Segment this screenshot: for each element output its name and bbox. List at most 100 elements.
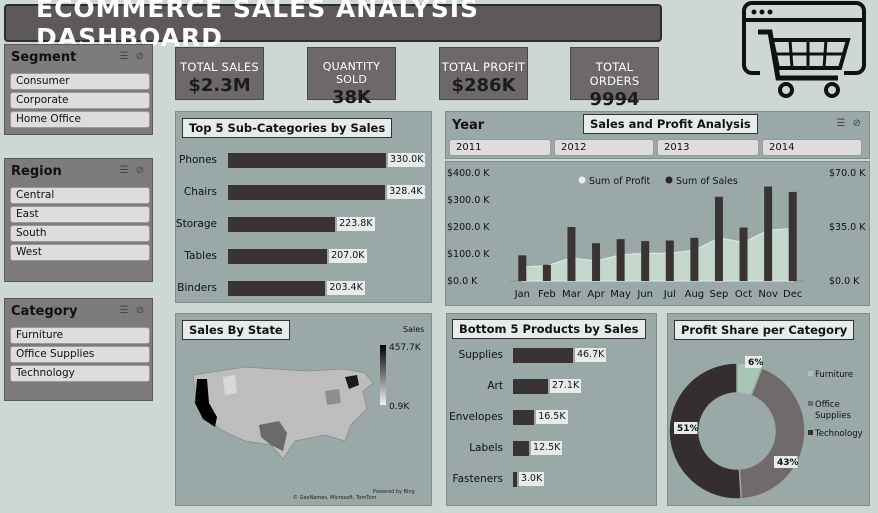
bar-data-label: 207.0K [329,249,367,263]
filter-clear-icon[interactable]: ☰ ⊘ [836,118,863,129]
chart-title: Bottom 5 Products by Sales [452,319,646,339]
region-item-east[interactable]: East [10,206,150,223]
region-slicer-label: Region [11,164,62,179]
sales-bar[interactable] [592,243,601,281]
x-tick-label: Mar [562,289,582,300]
bar[interactable] [513,472,517,487]
year-slicer-label: Year [452,118,485,133]
category-item-furniture[interactable]: Furniture [10,327,150,344]
segment-slicer-label: Segment [11,50,77,65]
profit-area[interactable] [521,228,794,282]
kpi-value: 9994 [589,89,640,110]
x-tick-label: Sep [710,289,729,300]
sales-bar[interactable] [616,239,625,281]
year-item-2011[interactable]: 2011 [449,139,551,156]
category-slicer-label: Category [11,304,78,319]
kpi-value: $286K [451,75,516,96]
y-right-tick-label: $35.0 K [829,222,866,233]
year-item-2014[interactable]: 2014 [762,139,862,156]
bar[interactable] [513,441,530,456]
map-title: Sales By State [182,320,290,340]
slice-label-bg [745,356,762,368]
bar[interactable] [513,410,535,425]
sales-bar[interactable] [665,240,674,282]
kpi-quantity-sold: QUANTITY SOLD 38K [307,47,396,108]
top-subcategories-chart: Top 5 Sub-Categories by Sales [175,111,432,303]
map-state-california [195,379,217,427]
filter-clear-icon[interactable]: ☰ ⊘ [119,51,146,62]
bar[interactable] [228,185,386,200]
legend-marker [808,430,813,435]
category-slicer: Category ☰ ⊘ Furniture Office Supplies T… [4,298,153,401]
bar-category-label: Chairs [183,186,217,198]
bar-category-label: Art [487,380,503,392]
y-right-tick-label: $0.0 K [829,276,860,287]
kpi-label: QUANTITY SOLD [322,60,381,86]
segment-item-home-office[interactable]: Home Office [10,111,150,128]
bar-category-label: Phones [179,154,217,166]
y-left-tick-label: $300.0 K [447,195,490,206]
sales-bar[interactable] [788,191,797,281]
filter-clear-icon[interactable]: ☰ ⊘ [119,305,146,316]
year-item-2012[interactable]: 2012 [554,139,654,156]
bar-data-label: 203.4K [327,281,365,295]
bar-data-label: 330.0K [388,153,426,167]
us-map: Sales 457.7K 0.9K Powered by Bing © GeoN… [192,325,424,501]
region-item-west[interactable]: West [10,244,150,261]
bar-category-label: Fasteners [452,473,503,485]
slice-data-label: 43% [777,458,799,468]
bar[interactable] [228,153,386,168]
x-tick-label: Apr [587,289,605,300]
segment-item-consumer[interactable]: Consumer [10,73,150,90]
legend-sales-label: Sum of Sales [676,176,738,187]
legend-label: Technology [814,429,863,439]
map-legend-title: Sales [403,325,424,334]
legend-label: Supplies [815,411,852,421]
bar-data-label: 223.8K [337,217,375,231]
y-left-tick-label: $0.0 K [447,276,478,287]
bar[interactable] [228,249,328,264]
bar-data-label: 3.0K [518,472,545,486]
bar-category-label: Binders [177,282,217,294]
sales-bar[interactable] [542,264,551,281]
sales-bar[interactable] [690,237,699,281]
kpi-value: 38K [332,87,371,108]
y-left-tick-label: $200.0 K [447,222,490,233]
sales-bar[interactable] [714,196,723,281]
donut-slice[interactable] [668,362,743,500]
region-item-central[interactable]: Central [10,187,150,204]
year-item-2013[interactable]: 2013 [657,139,759,156]
bar-data-label: 27.1K [549,379,582,393]
filter-clear-icon[interactable]: ☰ ⊘ [119,165,146,176]
category-item-office-supplies[interactable]: Office Supplies [10,346,150,363]
region-slicer: Region ☰ ⊘ Central East South West [4,158,153,282]
category-item-technology[interactable]: Technology [10,365,150,382]
chart-title: Top 5 Sub-Categories by Sales [182,118,393,138]
bar-data-label: 12.5K [531,441,563,455]
x-tick-label: Nov [758,289,778,300]
bar-data-label: 16.5K [536,410,568,424]
bar[interactable] [228,281,326,296]
map-legend-min: 0.9K [389,402,410,412]
sales-profit-title: Sales and Profit Analysis [583,114,758,134]
legend-marker [808,371,813,376]
slice-label-bg [674,422,698,434]
sales-bar[interactable] [739,227,748,281]
sales-profit-chart: Jan Feb Mar Apr May Jun Jul Aug Sep Oct Nov Dec $0.0… [447,168,866,300]
dashboard-title: ECOMMERCE SALES ANALYSIS DASHBOARD [4,0,662,52]
sales-bar[interactable] [567,227,576,281]
slice-data-label: 51% [677,424,699,434]
sales-bar[interactable] [641,241,650,281]
legend-label: Furniture [815,370,853,380]
map-state-texas [259,421,287,451]
map-credit-bing: Powered by Bing [373,489,415,495]
bar[interactable] [513,348,573,363]
bar[interactable] [228,217,336,232]
sales-bar[interactable] [764,186,773,282]
region-item-south[interactable]: South [10,225,150,242]
shopping-cart-browser-icon [742,1,866,98]
segment-item-corporate[interactable]: Corporate [10,92,150,109]
legend-profit-marker [578,176,586,184]
sales-bar[interactable] [518,255,527,281]
bar[interactable] [513,379,548,394]
